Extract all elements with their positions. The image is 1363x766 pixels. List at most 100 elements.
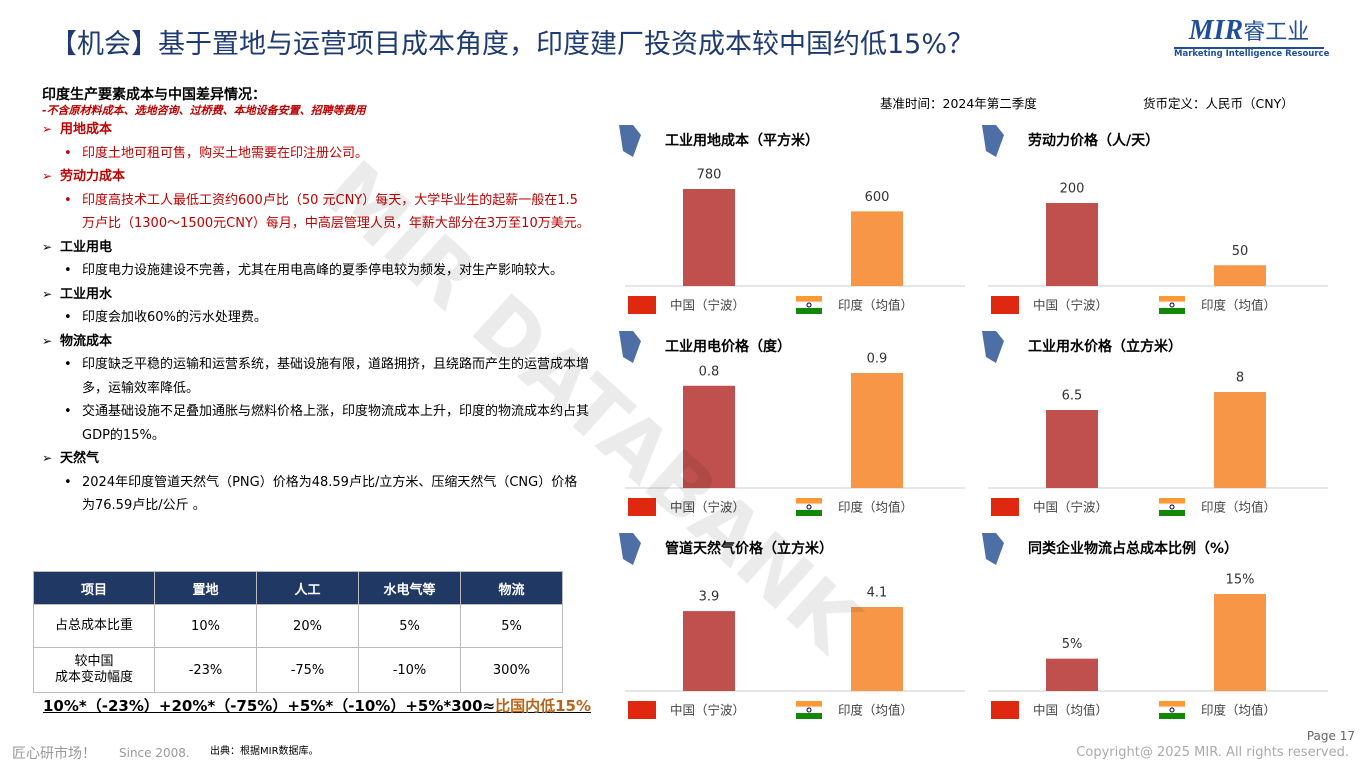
bar [1214, 265, 1266, 286]
heading: 印度生产要素成本与中国差异情况： [42, 87, 266, 103]
flag [1169, 707, 1175, 713]
icon [619, 331, 641, 363]
bar [1046, 658, 1098, 691]
flag [1159, 510, 1185, 516]
flag [628, 296, 656, 314]
section-title: 工业用水 [42, 283, 590, 307]
bullet: 印度会加收60%的污水处理费。 [42, 306, 590, 330]
category-label: 中国（宁波） [1033, 298, 1108, 313]
chart-title: 劳动力价格（人/天） [1028, 132, 1159, 149]
bar [683, 611, 735, 691]
section-title: 物流成本 [42, 330, 590, 354]
value-label: 5% [1062, 637, 1083, 652]
logo-sub: Marketing Intelligence Resource [1174, 47, 1330, 59]
value-label: 3.9 [699, 590, 720, 605]
icon [619, 533, 641, 565]
logo: MIR睿工业 Marketing Intelligence Resource [1174, 14, 1330, 59]
bullet: 印度高技术工人最低工资约600卢比（50 元CNY）每天，大学毕业生的起薪一般在… [42, 189, 590, 236]
bar [683, 385, 735, 488]
copyright: Copyright@ 2025 MIR. All rights reserved… [1076, 745, 1349, 760]
category-label: 中国（均值） [1033, 703, 1108, 718]
category-label: 印度（均值） [838, 500, 913, 515]
value-label: 0.8 [699, 364, 720, 379]
bullet: 印度土地可租可售，购买土地需要在印注册公司。 [42, 142, 590, 166]
formula-result: 比国内低15% [495, 697, 591, 715]
table: 项目 置地 人工 水电气等 物流 占总成本比重 10% 20% 5% 5% 较中国 成本变动幅度 -2… [33, 571, 563, 693]
table-wrap: 项目 置地 人工 水电气等 物流 占总成本比重 10% 20% 5% 5% 较中国 成本变动幅度 -2… [33, 571, 563, 693]
bullet: 印度电力设施建设不完善，尤其在用电高峰的夏季停电较为频发，对生产影响较大。 [42, 259, 590, 283]
flag [796, 701, 822, 707]
bar [851, 607, 903, 691]
header-cell: 水电气等 [358, 571, 461, 605]
chart-title: 工业用水价格（立方米） [1028, 338, 1182, 355]
cell: 20% [256, 604, 359, 648]
flag [628, 498, 656, 516]
flag [991, 296, 1019, 314]
value-label: 8 [1236, 371, 1244, 386]
section-title: 天然气 [42, 447, 590, 471]
category-label: 中国（宁波） [670, 703, 745, 718]
flag [1159, 296, 1185, 302]
base-time: 基准时间：2024年第二季度 [880, 96, 1037, 111]
category-label: 印度（均值） [838, 703, 913, 718]
table-header: 项目 置地 人工 水电气等 物流 [33, 571, 563, 605]
flag [628, 701, 656, 719]
slide-title: 【机会】基于置地与运营项目成本角度，印度建厂投资成本较中国约低15%？ [50, 29, 975, 60]
icon [982, 331, 1004, 363]
value-label: 600 [865, 190, 890, 205]
flag [796, 498, 822, 504]
cell: 5% [358, 604, 461, 648]
cell: 10% [154, 604, 257, 648]
logo-text: MIR [1188, 15, 1244, 46]
flag [796, 713, 822, 719]
header-cell: 项目 [33, 571, 155, 605]
icon [982, 533, 1004, 565]
bullet: 印度缺乏平稳的运输和运营系统，基础设施有限，道路拥挤，且绕路而产生的运营成本增多… [42, 353, 590, 400]
cell: -75% [256, 647, 359, 693]
bar [1214, 594, 1266, 691]
bar [851, 211, 903, 286]
cell: -23% [154, 647, 257, 693]
bar [1046, 410, 1098, 488]
value-label: 4.1 [867, 586, 888, 601]
bar [851, 373, 903, 488]
section-title: 工业用电 [42, 236, 590, 260]
value-label: 15% [1226, 573, 1255, 588]
text-block: 印度生产要素成本与中国差异情况： -不含原材料成本、选地咨询、过桥费、本地设备安… [42, 86, 590, 518]
value-label: 200 [1060, 182, 1085, 197]
bullet: 交通基础设施不足叠加通胀与燃料价格上涨，印度物流成本上升，印度的物流成本约占其G… [42, 400, 590, 447]
flag [796, 296, 822, 302]
flag [796, 308, 822, 314]
chart-title: 工业用地成本（平方米） [665, 132, 819, 149]
table-row: 较中国 成本变动幅度 -23% -75% -10% 300% [33, 647, 563, 693]
cell: 较中国 成本变动幅度 [33, 647, 155, 693]
flag [806, 707, 812, 713]
header-cell: 置地 [154, 571, 257, 605]
category-label: 印度（均值） [1201, 500, 1276, 515]
note: -不含原材料成本、选地咨询、过桥费、本地设备安置、招聘等费用 [42, 104, 366, 117]
value-label: 0.9 [867, 352, 888, 367]
chart-title: 工业用电价格（度） [665, 338, 791, 355]
sections: 用地成本印度土地可租可售，购买土地需要在印注册公司。劳动力成本印度高技术工人最低… [42, 118, 590, 518]
bar [683, 189, 735, 286]
icon [982, 125, 1004, 157]
since: Since 2008. [119, 746, 190, 760]
formula: 10%*（-23%）+20%*（-75%）+5%*（-10%）+5%*300≈比… [43, 695, 591, 716]
flag [1169, 504, 1175, 510]
flag [1169, 302, 1175, 308]
category-label: 印度（均值） [1201, 703, 1276, 718]
value-label: 6.5 [1062, 389, 1083, 404]
category-label: 印度（均值） [838, 298, 913, 313]
flag [1159, 308, 1185, 314]
cell: 300% [460, 647, 563, 693]
flag [1159, 498, 1185, 504]
cell: -10% [358, 647, 461, 693]
slogan: 匠心研市场！ [12, 746, 96, 762]
bar [1046, 203, 1098, 286]
bullet: 2024年印度管道天然气（PNG）价格为48.59卢比/立方米、压缩天然气（CN… [42, 471, 590, 518]
flag [991, 701, 1019, 719]
chart-title: 管道天然气价格（立方米） [665, 540, 833, 557]
flag [806, 302, 812, 308]
logo-cn: 睿工业 [1243, 20, 1310, 45]
formula-text: 10%*（-23%）+20%*（-75%）+5%*（-10%）+5%*300≈ [43, 697, 496, 715]
